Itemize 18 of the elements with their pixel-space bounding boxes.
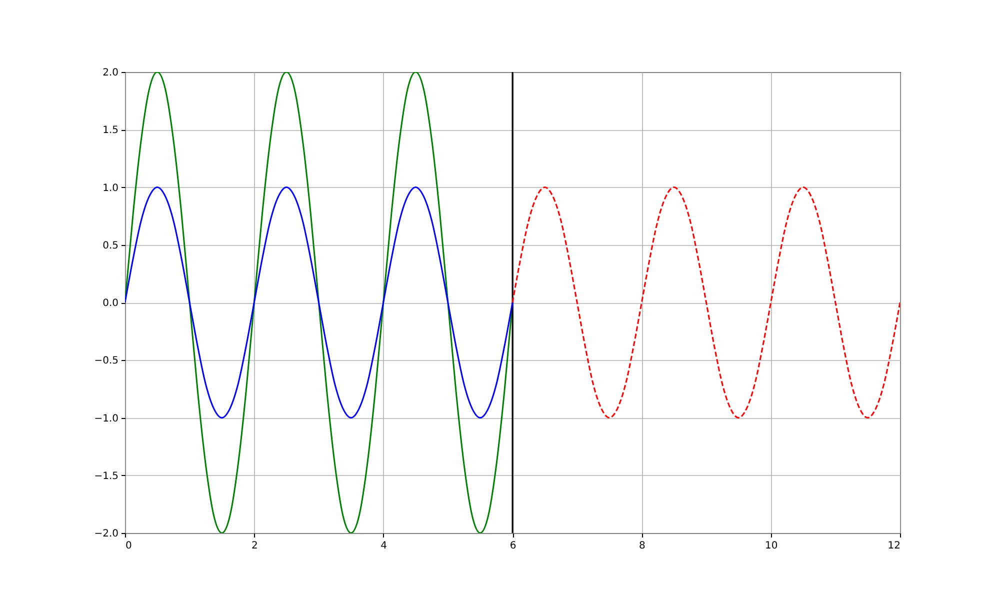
y-tick-label: −1.0 bbox=[94, 413, 118, 424]
y-tick-label: 2.0 bbox=[102, 68, 118, 78]
y-tick-label: −2.0 bbox=[94, 528, 118, 540]
x-tick-label: 2 bbox=[251, 540, 258, 552]
y-tick-label: 1.0 bbox=[102, 182, 118, 194]
x-tick-label: 0 bbox=[126, 540, 132, 552]
y-tick-label: 1.5 bbox=[102, 125, 118, 136]
x-tick-label: 12 bbox=[888, 540, 900, 552]
line-series bbox=[125, 186, 514, 418]
x-tick-label: 10 bbox=[764, 540, 778, 552]
line-series bbox=[512, 186, 900, 418]
x-tick-label: 6 bbox=[510, 540, 516, 552]
x-tick-label: 8 bbox=[638, 540, 646, 552]
x-tick-label: 4 bbox=[380, 540, 388, 552]
y-tick-label: −1.5 bbox=[94, 470, 118, 482]
y-tick-label: −0.5 bbox=[94, 356, 118, 367]
y-tick-label: 0.5 bbox=[102, 240, 118, 252]
y-tick-label: 0.0 bbox=[102, 298, 118, 309]
